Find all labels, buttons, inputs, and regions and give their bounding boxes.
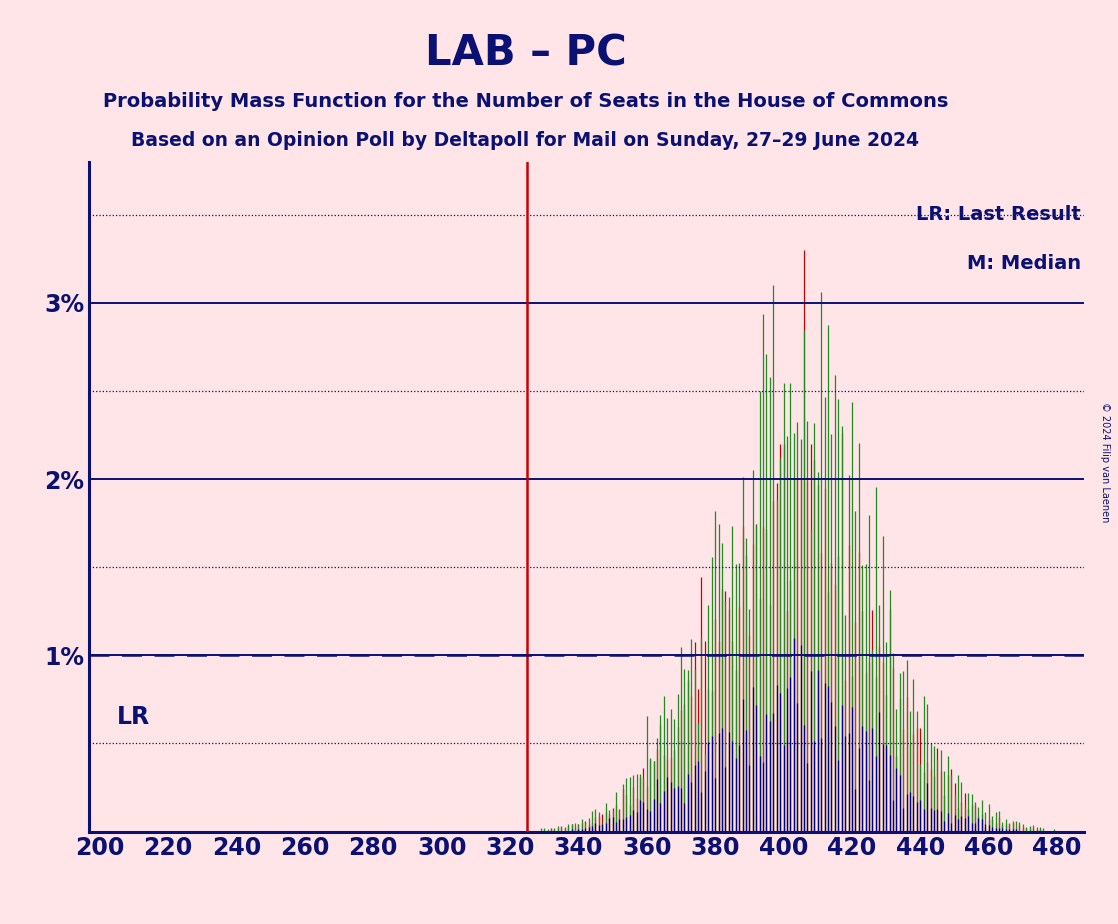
Text: Probability Mass Function for the Number of Seats in the House of Commons: Probability Mass Function for the Number… [103, 92, 948, 112]
Text: LAB – PC: LAB – PC [425, 32, 626, 74]
Text: M: Median: M: Median [967, 254, 1081, 274]
Text: LR: Last Result: LR: Last Result [917, 205, 1081, 225]
Text: © 2024 Filip van Laenen: © 2024 Filip van Laenen [1100, 402, 1109, 522]
Text: LR: LR [116, 705, 150, 729]
Text: Based on an Opinion Poll by Deltapoll for Mail on Sunday, 27–29 June 2024: Based on an Opinion Poll by Deltapoll fo… [132, 131, 919, 151]
